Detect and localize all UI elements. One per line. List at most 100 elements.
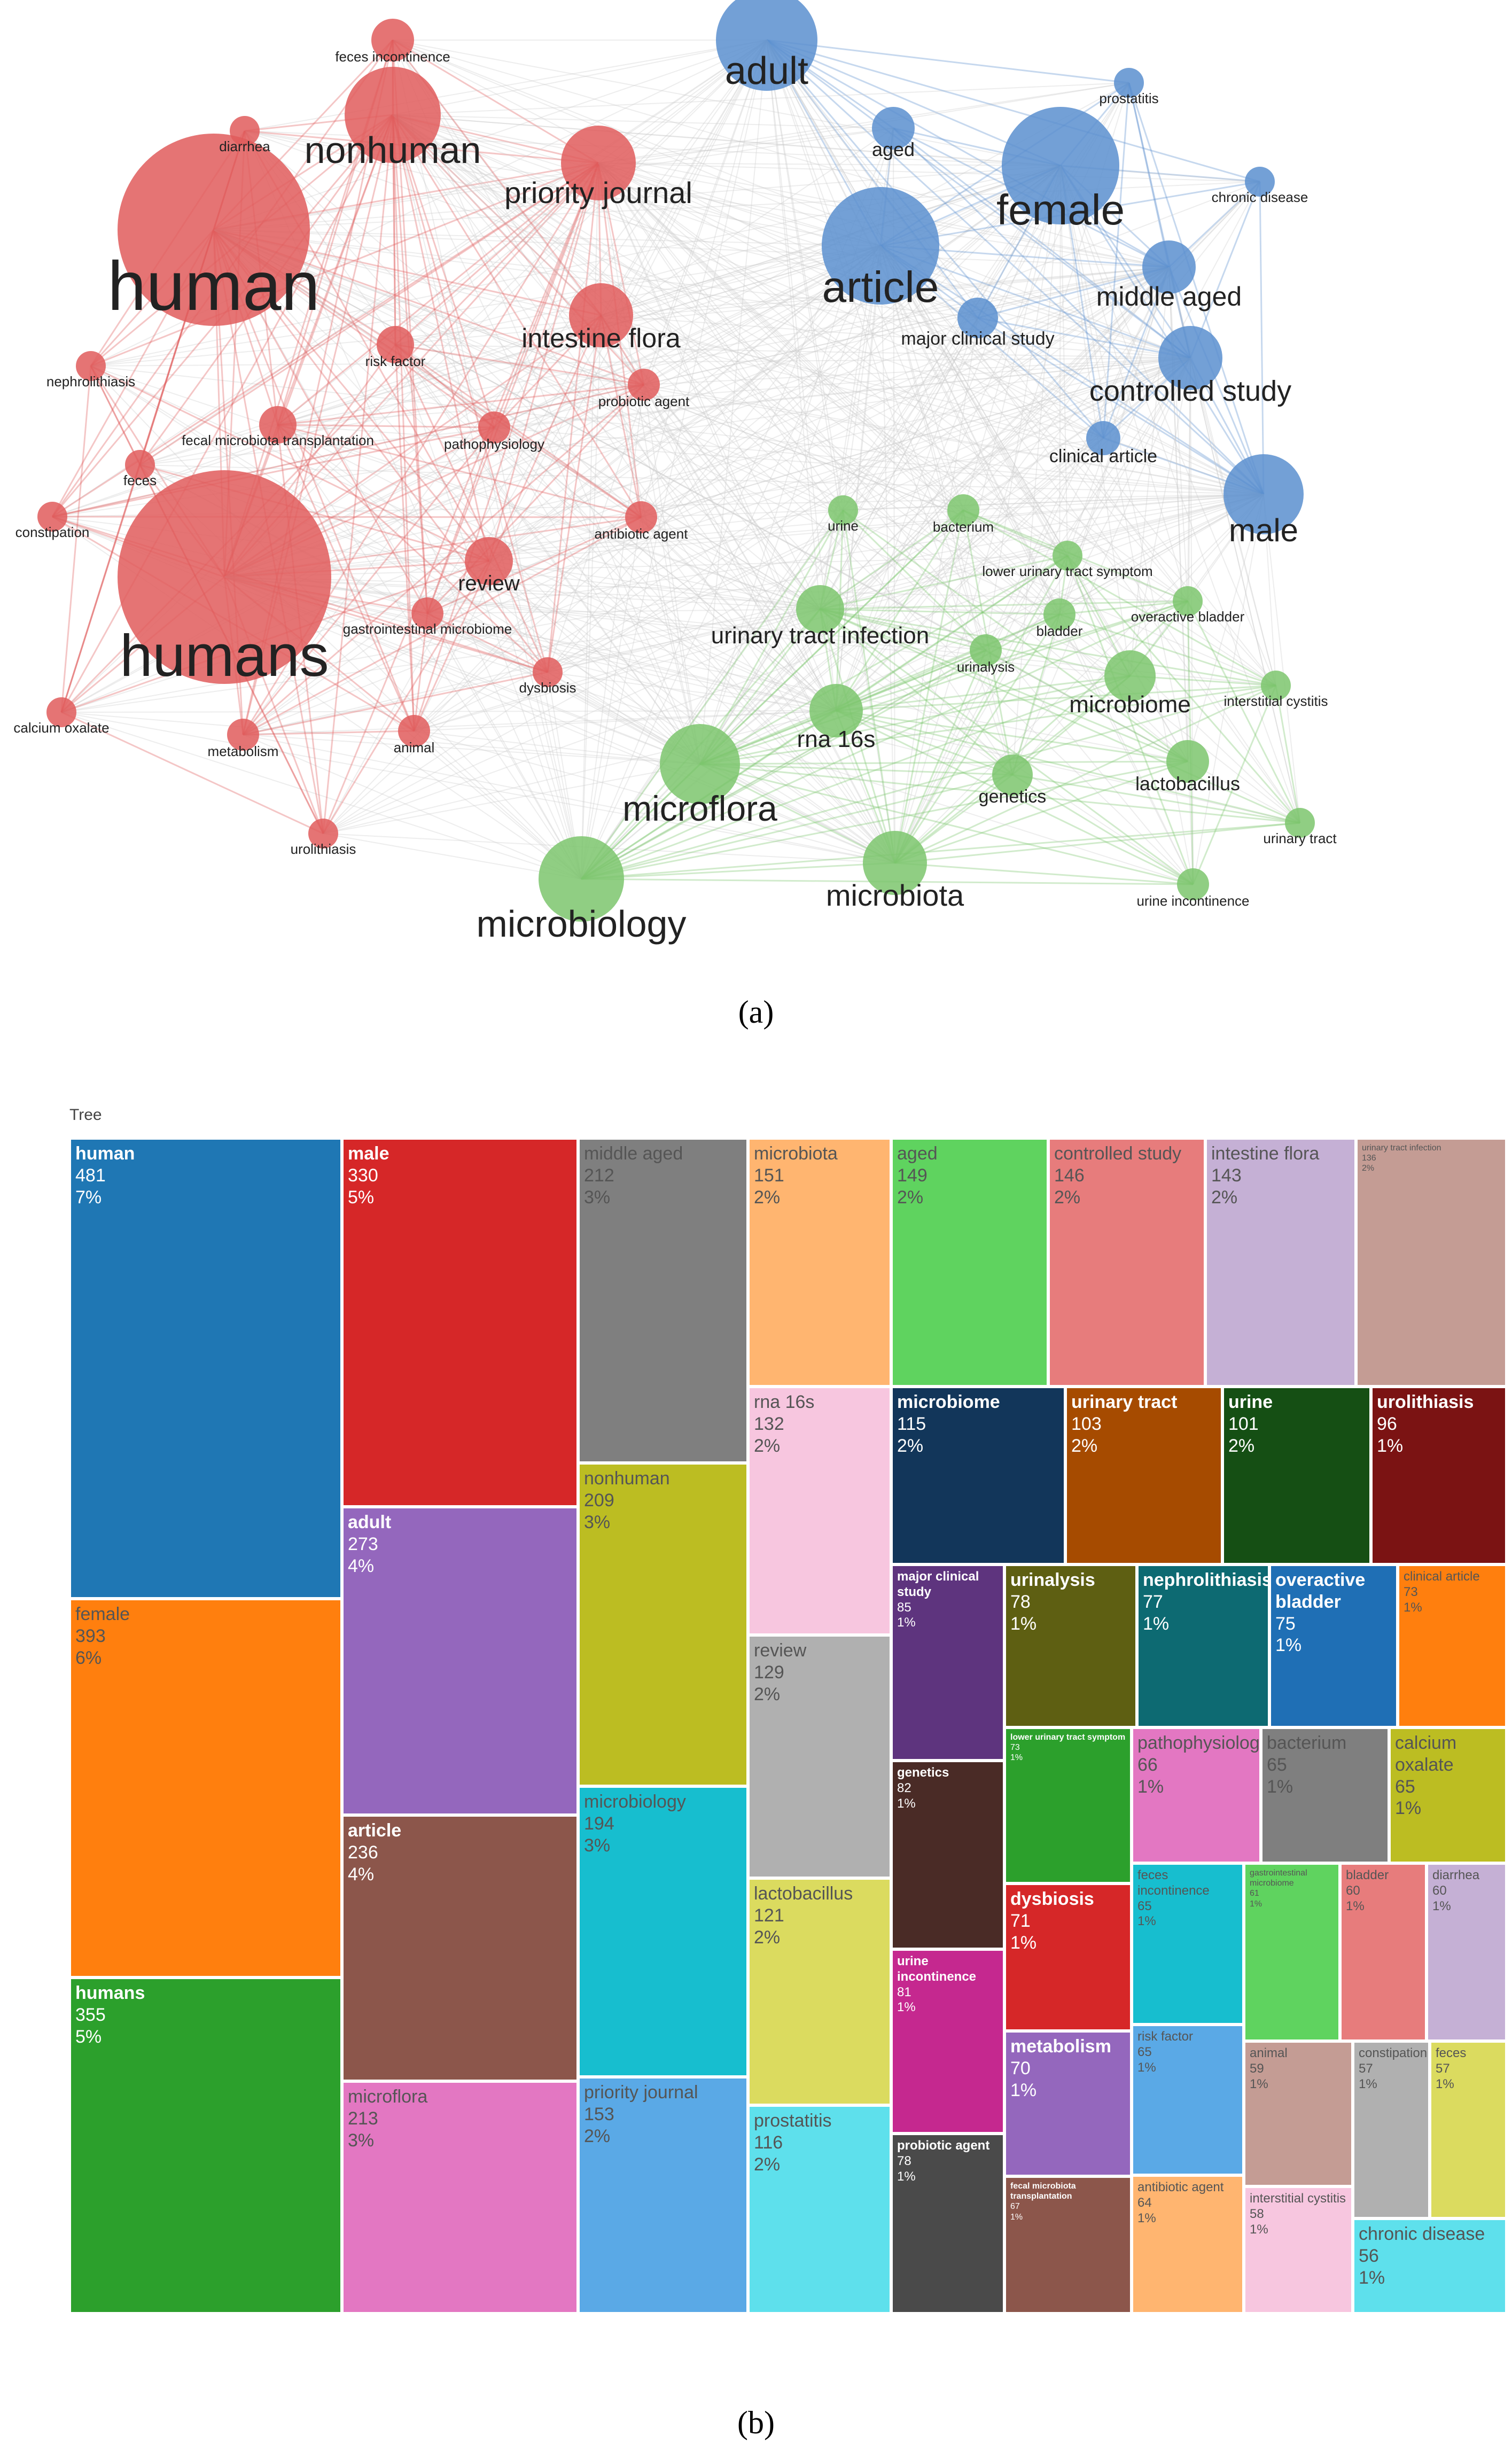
- network-edge: [641, 245, 881, 518]
- network-edge: [893, 127, 1191, 359]
- treemap-value: 96: [1376, 1413, 1397, 1434]
- treemap-label: urinary tract infection: [1362, 1143, 1441, 1153]
- network-node-adult: [716, 0, 817, 91]
- treemap-label: microbiome: [897, 1392, 1000, 1412]
- network-node-major-clinical-study: [957, 298, 998, 338]
- network-edge: [413, 613, 428, 731]
- network-edge: [323, 165, 1061, 834]
- network-edge: [1187, 357, 1191, 602]
- network-edge: [547, 672, 837, 711]
- treemap-cell-urinalysis: urinalysis 78 1%: [1004, 1564, 1137, 1727]
- network-edge: [820, 245, 881, 610]
- network-edge: [836, 684, 1276, 712]
- treemap-value: 236: [348, 1842, 378, 1863]
- network-edge: [392, 114, 986, 651]
- treemap-value: 56: [1359, 2245, 1379, 2266]
- treemap-cell-urinary-tract-infection: urinary tract infection 136 2%: [1356, 1138, 1507, 1387]
- network-edge: [643, 384, 1264, 495]
- treemap-label: controlled study: [1054, 1143, 1182, 1164]
- network-edge: [494, 40, 767, 428]
- network-label-feces-incontinence: feces incontinence: [335, 49, 450, 65]
- keyword-network-chart: human humans nonhuman priority journal intes…: [0, 0, 1512, 1005]
- network-edge: [1129, 267, 1170, 676]
- network-edge: [581, 517, 642, 879]
- network-edge: [323, 764, 700, 834]
- network-node-feces-incontinence: [371, 19, 414, 61]
- treemap-cell-feces: feces 57 1%: [1430, 2041, 1507, 2218]
- network-edge: [90, 162, 599, 367]
- network-edge: [394, 344, 549, 673]
- network-edge: [985, 494, 1264, 651]
- network-edge: [699, 760, 1188, 765]
- network-edge: [836, 600, 1188, 712]
- network-label-bladder: bladder: [1036, 623, 1083, 639]
- network-edge: [61, 711, 324, 835]
- network-edge: [395, 344, 1191, 359]
- treemap-cell-male: male 330 5%: [342, 1138, 578, 1507]
- treemap-percent: 2%: [754, 1187, 781, 1208]
- treemap-cell-lower-urinary-tract-symptom: lower urinary tract symptom 73 1%: [1004, 1727, 1132, 1883]
- network-edge: [699, 510, 844, 765]
- network-node-female: [1002, 107, 1119, 224]
- network-edge: [213, 229, 1191, 359]
- treemap-label: review: [754, 1640, 807, 1661]
- treemap-cell-urine-incontinence: urine incontinence 81 1%: [891, 1949, 1004, 2134]
- network-edge: [213, 229, 1188, 602]
- network-label-lactobacillus: lactobacillus: [1135, 773, 1240, 795]
- network-edge: [224, 555, 1068, 578]
- network-edge: [820, 555, 1068, 610]
- network-edge: [880, 245, 1194, 885]
- network-edge: [243, 710, 837, 735]
- network-edge: [643, 40, 767, 385]
- network-label-humans: humans: [120, 623, 329, 689]
- network-edge: [392, 40, 1191, 359]
- treemap-value: 65: [1267, 1754, 1287, 1775]
- network-edge: [392, 40, 700, 765]
- network-edge: [699, 675, 1131, 765]
- treemap-cell-pathophysiology: pathophysiology 66 1%: [1132, 1727, 1261, 1863]
- network-edge: [395, 344, 837, 711]
- network-edge: [766, 40, 1300, 823]
- treemap-percent: 5%: [348, 1187, 375, 1208]
- network-edge: [699, 555, 1068, 765]
- network-edge: [213, 229, 1264, 495]
- network-label-urolithiasis: urolithiasis: [291, 841, 356, 857]
- treemap-label: metabolism: [1010, 2036, 1111, 2057]
- treemap-value: 101: [1228, 1413, 1259, 1434]
- network-edge: [601, 315, 700, 765]
- network-edge: [224, 577, 986, 651]
- network-edge: [1067, 267, 1170, 556]
- network-edge: [598, 162, 1194, 885]
- network-edge: [766, 40, 979, 318]
- network-label-urinalysis: urinalysis: [957, 659, 1015, 675]
- network-node-metabolism: [227, 719, 259, 751]
- network-edge: [52, 384, 644, 518]
- network-edge: [1059, 613, 1276, 687]
- panel-b-label: (b): [737, 2405, 775, 2440]
- treemap-percent: 1%: [1010, 1613, 1037, 1634]
- treemap-percent: 1%: [1267, 1776, 1293, 1797]
- network-edge: [894, 650, 987, 863]
- network-label-bacterium: bacterium: [933, 519, 994, 535]
- treemap-label: intestine flora: [1211, 1143, 1320, 1164]
- network-edge: [1012, 267, 1170, 775]
- network-edge: [61, 710, 837, 713]
- network-edge: [494, 165, 1061, 428]
- network-edge: [488, 267, 1170, 562]
- treemap-cell-bladder: bladder 60 1%: [1340, 1863, 1427, 2041]
- network-edge: [90, 365, 837, 711]
- network-edge: [243, 730, 415, 736]
- treemap-percent: 1%: [1010, 1753, 1023, 1763]
- treemap-percent: 2%: [754, 1684, 781, 1704]
- network-edge: [323, 609, 821, 834]
- network-edge: [1066, 555, 1301, 823]
- treemap-cell-feces-incontinence: feces incontinence 65 1%: [1132, 1863, 1244, 2025]
- treemap-value: 481: [75, 1165, 106, 1186]
- network-edge: [836, 675, 1131, 712]
- network-edge: [243, 671, 548, 736]
- network-edge: [1193, 494, 1264, 885]
- network-edge: [224, 357, 1191, 578]
- network-edge: [1012, 774, 1194, 885]
- network-edge: [547, 165, 1061, 673]
- network-edge: [1192, 685, 1277, 885]
